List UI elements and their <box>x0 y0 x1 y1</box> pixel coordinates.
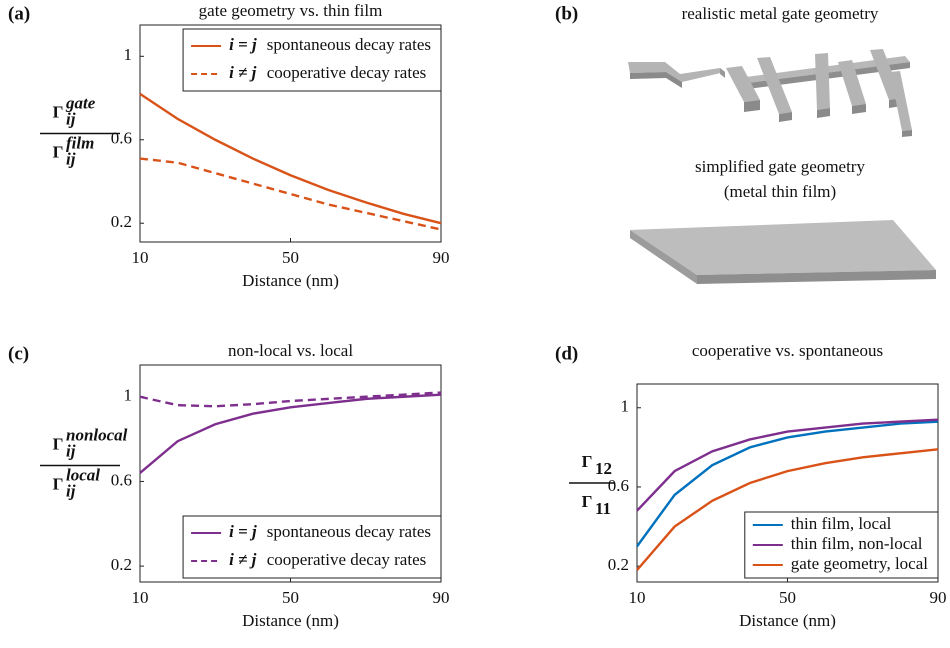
chart-title: non-local vs. local <box>228 341 353 360</box>
legend-label: thin film, non-local <box>791 534 923 553</box>
legend-label: spontaneous decay rates <box>267 522 431 541</box>
ylabel-base: Γ <box>53 102 64 121</box>
ylabel-sup: local <box>66 465 100 484</box>
y-tick-label: 0.2 <box>608 555 629 574</box>
y-tick-label: 0.2 <box>111 555 132 574</box>
gate-geometry <box>628 49 912 137</box>
x-tick-label: 50 <box>779 588 796 607</box>
ylabel-sup: nonlocal <box>66 425 128 444</box>
ylabel-sub: ij <box>66 149 76 168</box>
panel-label: (d) <box>555 343 578 364</box>
ylabel-sub: 12 <box>595 459 612 478</box>
ylabel-base: Γ <box>53 434 64 453</box>
legend-label: thin film, local <box>791 514 892 533</box>
data-line <box>139 157 442 231</box>
y-tick-label: 0.6 <box>608 476 629 495</box>
panel-label: (a) <box>8 3 30 24</box>
ylabel-base: Γ <box>53 142 64 161</box>
data-line <box>636 418 939 512</box>
x-tick-label: 10 <box>132 248 149 267</box>
x-axis-label: Distance (nm) <box>739 611 836 630</box>
ylabel-base: Γ <box>582 492 593 511</box>
ylabel-sup: film <box>66 133 94 152</box>
thin-film <box>630 220 936 284</box>
legend-condition: i = j <box>229 35 257 54</box>
x-axis-label: Distance (nm) <box>242 611 339 630</box>
legend: i = j spontaneous decay rates i ≠ j coopera… <box>182 515 442 579</box>
legend-condition: i = j <box>229 522 257 541</box>
ylabel-sub: ij <box>66 481 76 500</box>
x-tick-label: 90 <box>433 588 450 607</box>
x-axis-label: Distance (nm) <box>242 271 339 290</box>
legend-box <box>182 515 442 579</box>
data-line <box>139 393 442 474</box>
x-tick-label: 90 <box>930 588 947 607</box>
ylabel-sup: gate <box>65 93 96 112</box>
data-line <box>636 420 939 548</box>
caption: (metal thin film) <box>724 182 836 201</box>
caption: simplified gate geometry <box>695 157 865 176</box>
legend-label: gate geometry, local <box>791 554 928 573</box>
x-tick-label: 10 <box>629 588 646 607</box>
data-line <box>636 448 939 571</box>
panel-b: (b) realistic metal gate geometry simpli… <box>555 3 936 284</box>
y-tick-label: 0.6 <box>111 470 132 489</box>
caption: realistic metal gate geometry <box>682 4 879 23</box>
ylabel-sub: ij <box>66 441 76 460</box>
x-tick-label: 90 <box>433 248 450 267</box>
y-tick-label: 0.2 <box>111 212 132 231</box>
x-tick-label: 50 <box>282 588 299 607</box>
legend-label: cooperative decay rates <box>267 63 427 82</box>
x-tick-label: 10 <box>132 588 149 607</box>
ylabel-base: Γ <box>53 474 64 493</box>
y-tick-label: 0.6 <box>111 129 132 148</box>
chart-title: gate geometry vs. thin film <box>199 1 383 20</box>
ylabel-sub: ij <box>66 109 76 128</box>
legend-box <box>182 28 442 92</box>
y-tick-label: 1 <box>621 397 630 416</box>
legend-label: cooperative decay rates <box>267 550 427 569</box>
panel-label: (b) <box>555 3 578 24</box>
data-line <box>139 391 442 408</box>
ylabel-base: Γ <box>582 452 593 471</box>
legend-condition: i ≠ j <box>229 63 257 82</box>
ylabel-sub: 11 <box>595 499 611 518</box>
x-tick-label: 50 <box>282 248 299 267</box>
y-tick-label: 1 <box>124 45 133 64</box>
panel-label: (c) <box>8 343 29 364</box>
data-line <box>139 92 442 225</box>
legend: i = j spontaneous decay rates i ≠ j coopera… <box>182 28 442 92</box>
chart-title: cooperative vs. spontaneous <box>692 341 883 360</box>
legend-condition: i ≠ j <box>229 550 257 569</box>
legend-label: spontaneous decay rates <box>267 35 431 54</box>
y-tick-label: 1 <box>124 386 133 405</box>
